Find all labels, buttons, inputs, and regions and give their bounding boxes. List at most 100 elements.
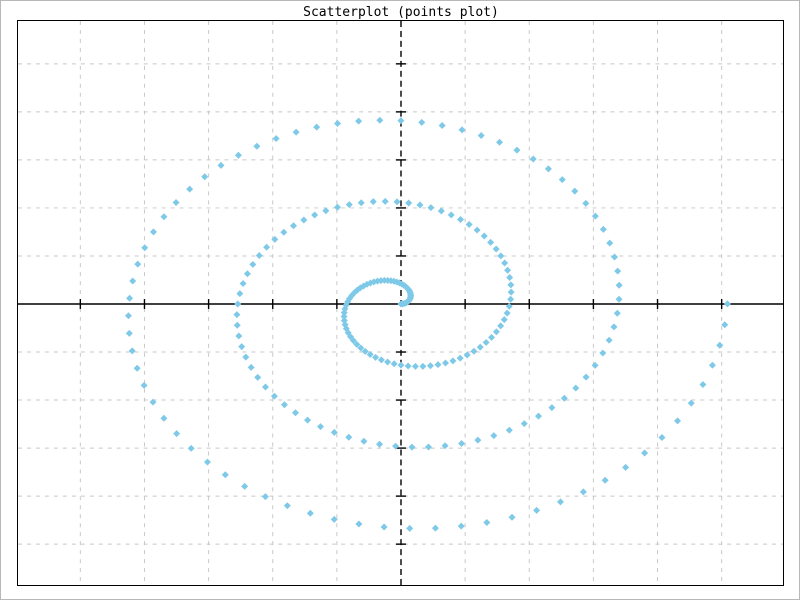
- scatter-point: [249, 260, 257, 268]
- scatter-point: [217, 161, 225, 169]
- scatter-point: [503, 309, 511, 317]
- scatter-point: [187, 444, 195, 452]
- scatter-point: [261, 493, 269, 501]
- scatter-point: [357, 199, 365, 207]
- scatter-point: [488, 333, 496, 341]
- scatter-point: [160, 213, 168, 221]
- scatter-point: [507, 295, 515, 303]
- scatter-point: [126, 294, 134, 302]
- scatter-point: [408, 443, 416, 451]
- scatter-point: [508, 513, 516, 521]
- scatter-point: [556, 498, 564, 506]
- scatter-point: [283, 502, 291, 510]
- scatter-point: [234, 300, 242, 308]
- scatter-point: [591, 361, 599, 369]
- scatter-point: [345, 201, 353, 209]
- scatter-point: [458, 440, 466, 447]
- scatter-point: [404, 362, 412, 370]
- scatter-point: [392, 442, 400, 450]
- scatter-point: [470, 347, 478, 355]
- scatter-point: [233, 311, 241, 319]
- scatter-point: [377, 356, 385, 364]
- scatter-point: [376, 440, 384, 448]
- scatter-point: [442, 359, 450, 367]
- scatter-point: [300, 216, 308, 224]
- scatter-point: [492, 328, 500, 336]
- scatter-point: [558, 176, 566, 184]
- scatter-points-layer: [124, 116, 731, 532]
- scatter-point: [355, 520, 363, 528]
- scatter-point: [173, 430, 181, 438]
- scatter-point: [203, 458, 211, 466]
- scatter-point: [149, 228, 157, 236]
- scatter-point: [128, 347, 136, 355]
- scatter-point: [487, 238, 495, 246]
- scatter-point: [614, 267, 622, 275]
- scatter-point: [610, 323, 618, 331]
- scatter-point: [507, 281, 515, 289]
- scatter-point: [463, 351, 471, 359]
- scatter-point: [674, 417, 682, 425]
- scatter-point: [622, 463, 630, 471]
- scatter-point: [506, 274, 514, 282]
- scatter-point: [349, 337, 357, 345]
- scatter-point: [270, 392, 278, 400]
- scatter-point: [601, 476, 609, 484]
- scatter-point: [591, 212, 599, 220]
- scatter-point: [311, 211, 319, 219]
- scatter-point: [716, 341, 724, 349]
- scatter-point: [393, 198, 401, 206]
- page-title: Scatterplot (points plot): [303, 5, 499, 20]
- scatter-point: [129, 277, 137, 285]
- scatter-point: [447, 211, 455, 219]
- scatter-point: [172, 198, 180, 206]
- scatter-point: [427, 204, 435, 212]
- scatter-point: [345, 433, 353, 441]
- scatter-point: [330, 428, 338, 436]
- scatter-point: [241, 482, 249, 490]
- scatter-point: [496, 138, 504, 146]
- scatter-point: [186, 185, 194, 193]
- scatter-point: [340, 309, 348, 317]
- scatter-point: [234, 151, 242, 159]
- scatter-point: [533, 506, 541, 514]
- scatter-point: [437, 207, 445, 215]
- scatter-point: [304, 416, 312, 424]
- scatter-point: [721, 321, 729, 329]
- scatter-point: [353, 340, 361, 348]
- scatter-point: [474, 436, 482, 444]
- scatter-point: [548, 404, 556, 412]
- scatter-point: [317, 423, 325, 431]
- scatter-point: [292, 128, 300, 136]
- scatter-point: [236, 290, 244, 298]
- scatter-point: [477, 131, 485, 139]
- scatter-point: [513, 146, 521, 154]
- scatter-point: [160, 414, 168, 422]
- scatter-point: [134, 260, 142, 268]
- scatter-point: [247, 363, 255, 371]
- scatter-point: [483, 519, 491, 527]
- scatter-point: [313, 123, 321, 131]
- scatter-point: [357, 344, 365, 352]
- scatter-point: [292, 409, 299, 417]
- scatter-point: [492, 245, 500, 253]
- scatter-point: [465, 221, 473, 229]
- scatter-point: [458, 126, 466, 134]
- scatter-point: [457, 522, 465, 530]
- scatter-point: [560, 394, 568, 402]
- scatter-point: [605, 336, 613, 344]
- scatter-point: [322, 207, 330, 215]
- scatter-point: [141, 244, 149, 252]
- scatter-point: [708, 361, 716, 369]
- scatter-point: [384, 358, 392, 366]
- scatter-point: [290, 222, 297, 230]
- scatter-point: [582, 199, 590, 207]
- scatter-point: [480, 232, 488, 240]
- scatter-point: [441, 442, 449, 450]
- scatter-point: [272, 135, 280, 143]
- scatter-point: [360, 437, 368, 445]
- scatter-point: [125, 329, 133, 337]
- scatter-point: [482, 338, 490, 346]
- scatter-point: [271, 235, 279, 243]
- scatter-point: [615, 295, 623, 303]
